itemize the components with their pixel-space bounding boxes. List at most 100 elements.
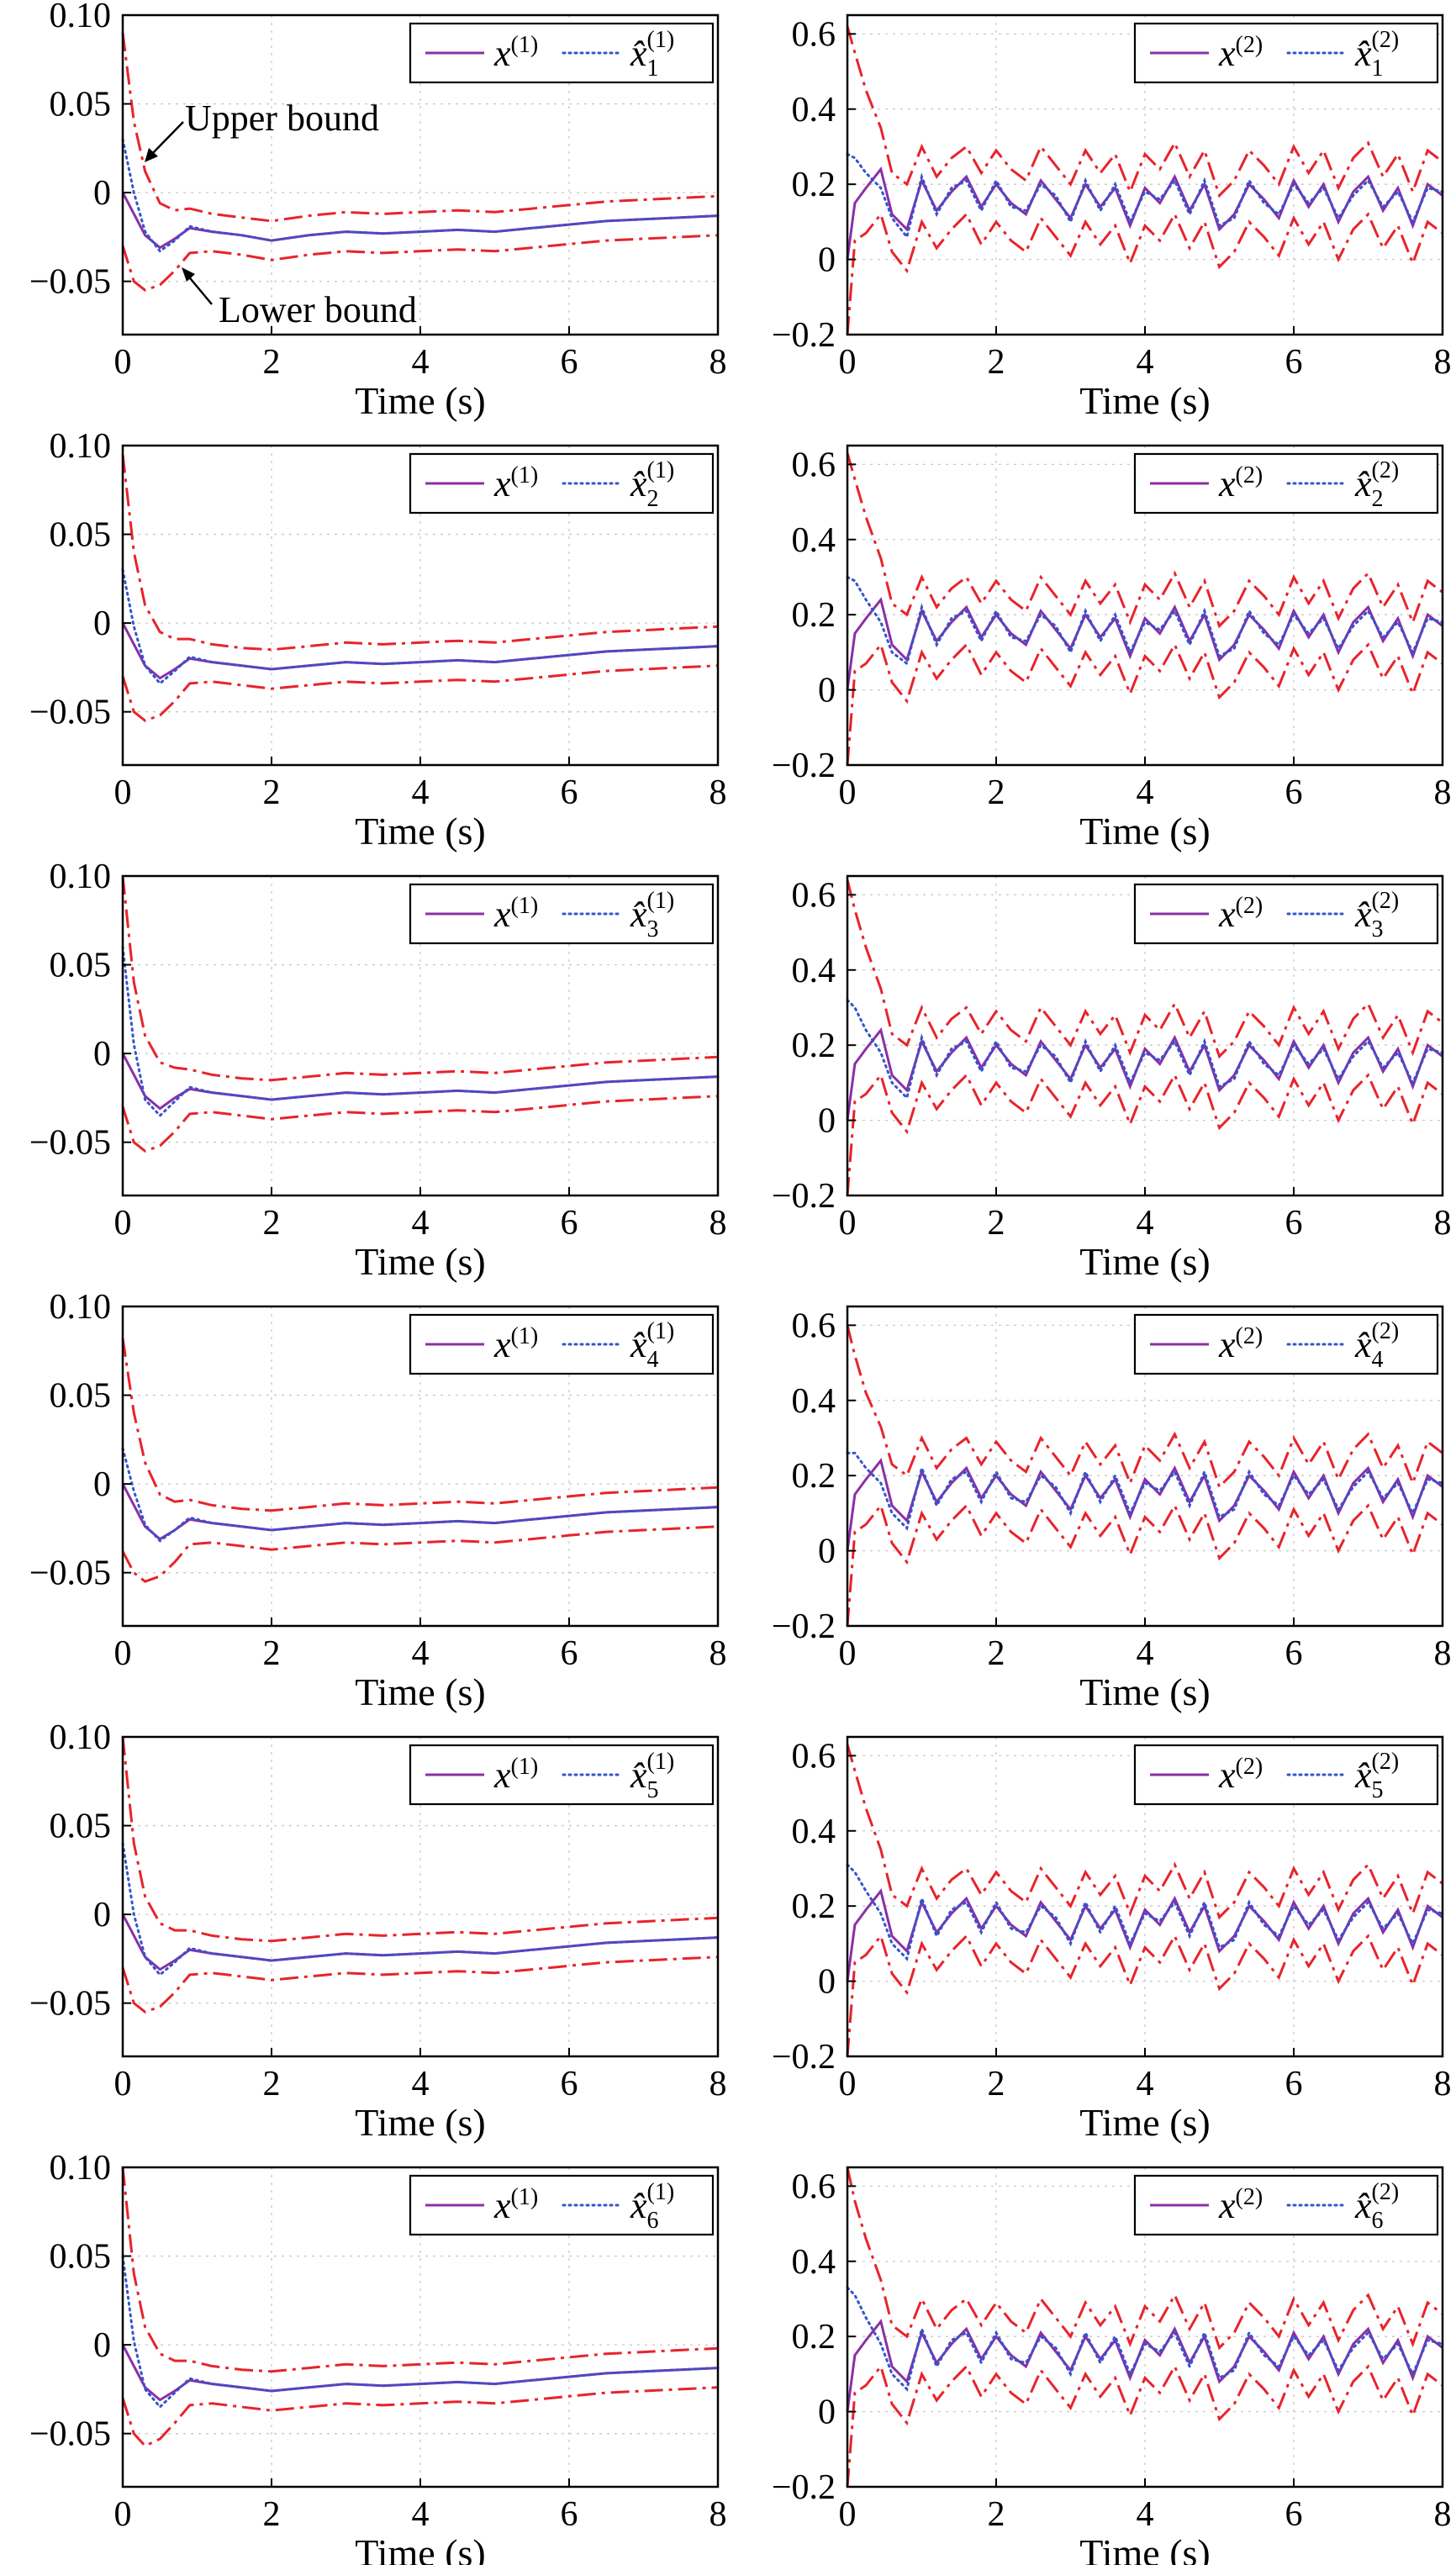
legend: x(1) x̂1(1)	[409, 22, 715, 84]
x-axis-label: Time (s)	[1079, 810, 1211, 852]
x-tick-label: 0	[839, 1204, 857, 1243]
y-tick-label: −0.2	[772, 2038, 836, 2077]
estimate-line	[846, 1863, 1444, 1961]
legend-true-state-superscript: (1)	[511, 1754, 539, 1780]
legend-estimate-label: x̂5(2)	[1354, 1749, 1399, 1803]
legend-true-state-label: x(1)	[493, 32, 538, 74]
lower-bound-line	[846, 1933, 1443, 2057]
y-tick-label: 0	[93, 1465, 111, 1504]
legend-estimate-label: x̂1(2)	[1354, 27, 1399, 82]
y-tick-label: 0.6	[792, 446, 836, 484]
legend-estimate-superscript: (1)	[647, 1749, 675, 1775]
x-tick-label: 4	[412, 343, 430, 382]
estimate-line	[846, 152, 1444, 240]
legend-estimate-label: x̂3(2)	[1354, 888, 1399, 942]
legend-estimate-superscript: (1)	[647, 457, 675, 483]
y-tick-label: 0.6	[792, 1737, 836, 1776]
legend-true-state-superscript: (1)	[511, 32, 539, 58]
x-axis-label: Time (s)	[1079, 1240, 1211, 1283]
y-tick-label: 0.10	[50, 0, 112, 35]
legend: x(1) x̂4(1)	[409, 1313, 715, 1375]
upper-bound-line	[846, 1325, 1443, 1490]
legend-true-state-label: x(2)	[1218, 1754, 1263, 1796]
y-tick-label: −0.05	[29, 263, 111, 302]
x-tick-label: 8	[710, 2065, 727, 2103]
estimate-line	[121, 2255, 720, 2409]
x-tick-label: 6	[1285, 1634, 1303, 1673]
upper-bound-line	[121, 32, 719, 223]
estimate-line	[121, 1842, 720, 1977]
y-tick-label: −0.2	[772, 1607, 836, 1646]
x-tick-label: 0	[839, 2495, 857, 2534]
legend-true-state-symbol: x	[1218, 1755, 1236, 1796]
legend: x(2) x̂3(2)	[1133, 883, 1439, 945]
legend-estimate-symbol: x̂	[630, 2185, 647, 2226]
lower-bound-line	[121, 234, 719, 292]
upper-bound-line	[846, 25, 1443, 198]
legend: x(2) x̂2(2)	[1133, 452, 1439, 515]
legend-true-state-superscript: (1)	[511, 462, 539, 488]
lower-bound-line	[121, 664, 719, 722]
y-tick-label: 0	[818, 1533, 836, 1571]
x-tick-label: 4	[1137, 343, 1154, 382]
x-tick-label: 0	[839, 2065, 857, 2103]
x-tick-label: 2	[988, 2495, 1005, 2534]
x-tick-label: 0	[114, 1634, 132, 1673]
legend-estimate-subscript: 1	[647, 55, 659, 82]
y-tick-label: 0.10	[50, 858, 112, 896]
x-tick-label: 6	[561, 773, 578, 812]
legend-true-state-superscript: (2)	[1236, 32, 1263, 58]
x-tick-label: 4	[1137, 1634, 1154, 1673]
y-tick-label: 0.05	[50, 947, 112, 985]
legend-estimate-symbol: x̂	[630, 33, 647, 74]
legend-estimate-superscript: (2)	[1372, 457, 1400, 483]
x-tick-label: 4	[412, 2065, 430, 2103]
x-tick-label: 4	[412, 1204, 430, 1243]
y-tick-label: 0.4	[792, 521, 836, 560]
lower-bound-annotation: Lower bound	[219, 289, 417, 330]
legend: x(2) x̂1(2)	[1133, 22, 1439, 84]
x-tick-label: 2	[988, 1634, 1005, 1673]
legend-estimate-symbol: x̂	[1354, 2185, 1372, 2226]
lower-bound-line	[846, 1072, 1443, 1196]
legend-estimate-label: x̂1(1)	[630, 27, 674, 82]
y-tick-label: 0	[93, 2326, 111, 2365]
true-state-line	[846, 166, 1443, 260]
x-tick-label: 4	[1137, 773, 1154, 812]
x-tick-label: 0	[839, 773, 857, 812]
lower-bound-line	[121, 2386, 719, 2448]
upper-bound-line	[846, 2167, 1443, 2351]
legend-true-state-symbol: x	[493, 1324, 511, 1365]
x-axis-label: Time (s)	[355, 1670, 486, 1713]
y-tick-label: 0.2	[792, 596, 836, 635]
x-tick-label: 6	[561, 343, 578, 382]
y-tick-label: 0.2	[792, 166, 836, 204]
x-axis-label: Time (s)	[1079, 2531, 1211, 2565]
legend-estimate-label: x̂5(1)	[630, 1749, 674, 1803]
legend-true-state-superscript: (1)	[511, 1323, 539, 1349]
x-tick-label: 6	[561, 2065, 578, 2103]
legend-estimate-subscript: 5	[647, 1777, 659, 1803]
annotations-layer: Upper bound Lower bound	[145, 98, 417, 330]
y-tick-label: 0.05	[50, 86, 112, 124]
upper-bound-annotation: Upper bound	[185, 98, 379, 139]
y-tick-label: 0.4	[792, 952, 836, 990]
x-tick-label: 2	[988, 773, 1005, 812]
legend-true-state-label: x(2)	[1218, 2184, 1263, 2226]
y-tick-label: 0.2	[792, 1027, 836, 1065]
y-tick-label: 0.05	[50, 1377, 112, 1416]
legend-estimate-label: x̂4 (2)	[1354, 1318, 1399, 1373]
legend-estimate-subscript: 2	[1372, 486, 1384, 512]
upper-bound-line	[121, 1338, 719, 1512]
y-tick-label: 0.10	[50, 427, 112, 466]
legend-estimate-label: x̂2 (2)	[1354, 457, 1399, 512]
legend-estimate-subscript: 1	[1372, 55, 1384, 82]
legend-estimate-label: x̂3(1)	[630, 888, 674, 942]
x-tick-label: 2	[263, 1204, 281, 1243]
x-tick-label: 2	[263, 1634, 281, 1673]
legend-estimate-symbol: x̂	[630, 1324, 647, 1365]
